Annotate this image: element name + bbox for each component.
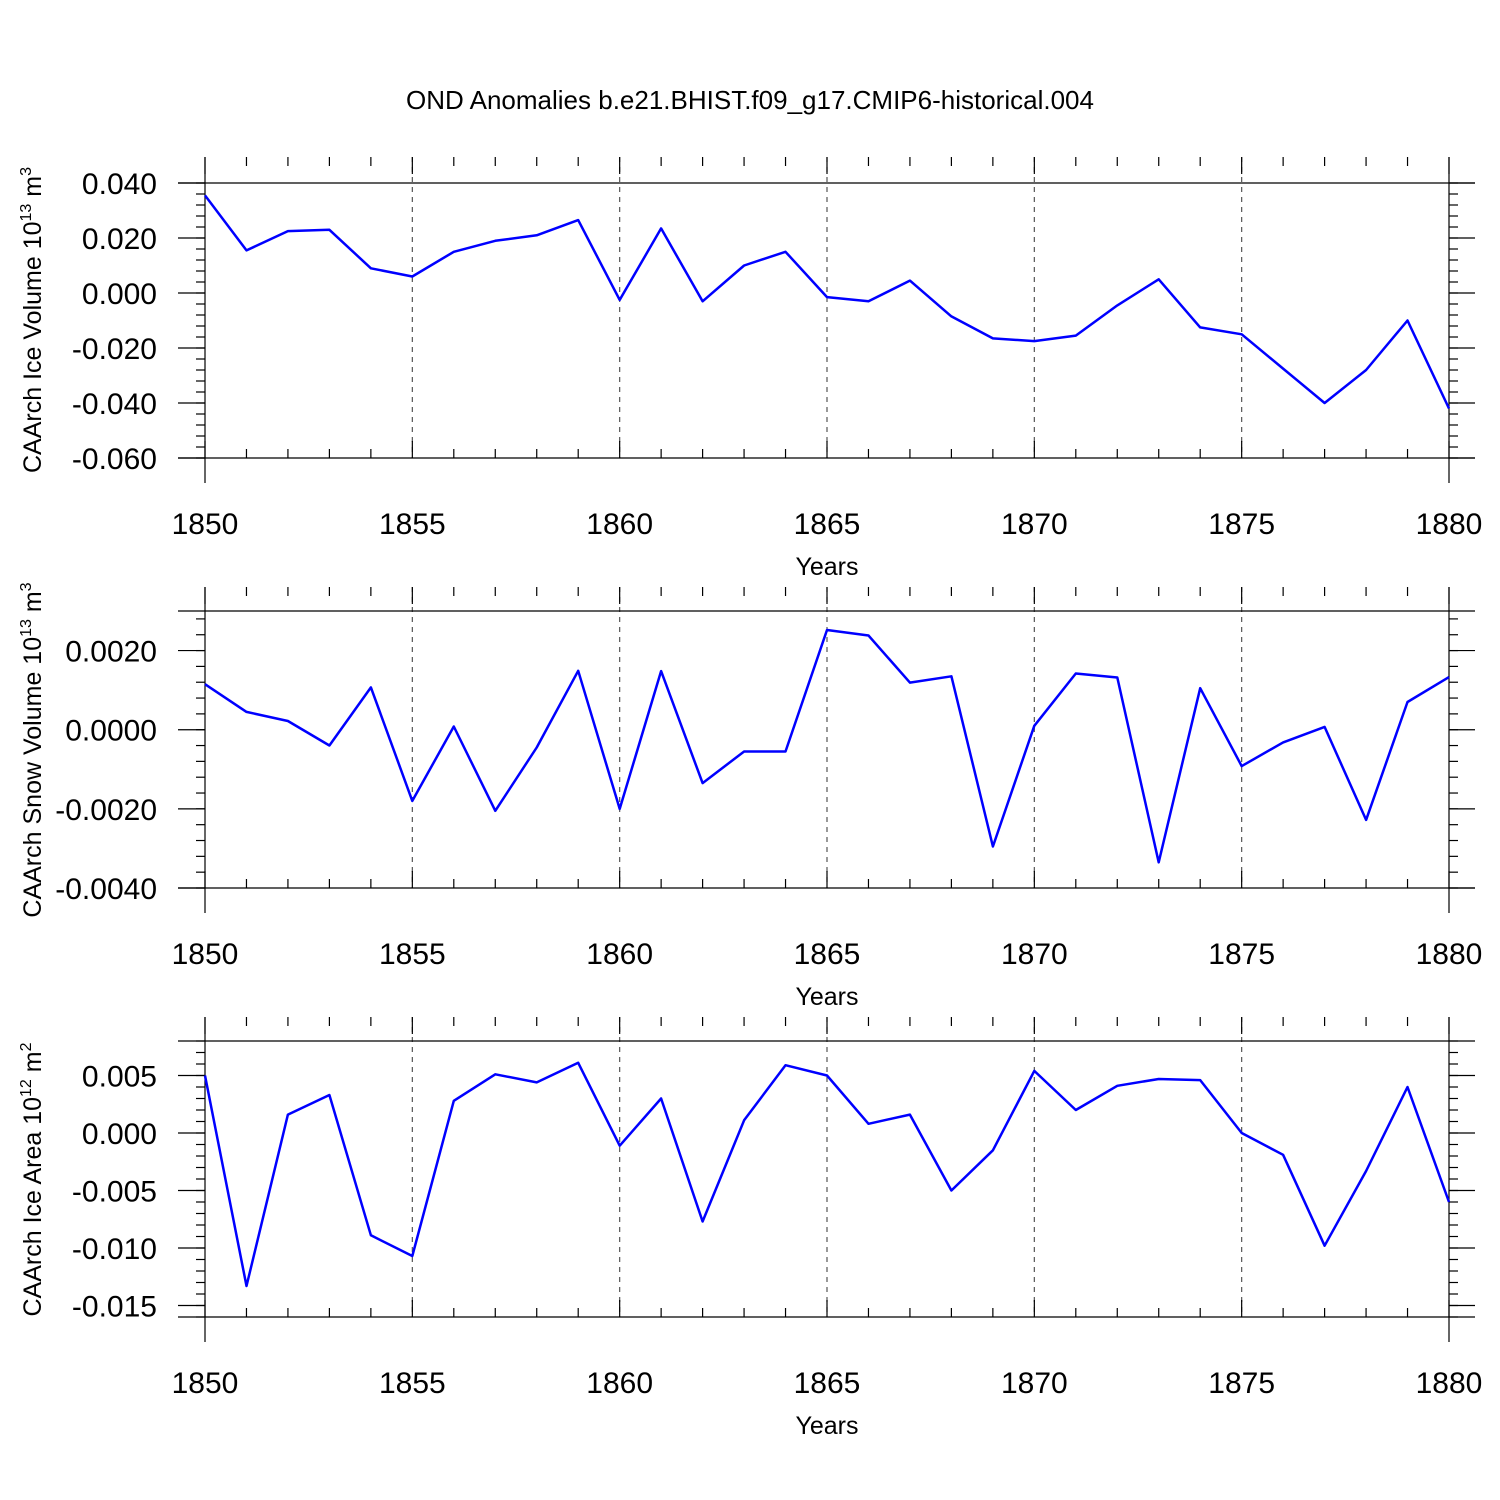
x-tick-label: 1880	[1416, 938, 1483, 971]
x-tick-label: 1865	[794, 1367, 861, 1400]
chart-title: OND Anomalies b.e21.BHIST.f09_g17.CMIP6-…	[406, 85, 1094, 115]
x-tick-label: 1850	[172, 938, 239, 971]
y-axis-title: CAArch Ice Area 1012 m2	[18, 1042, 47, 1316]
y-axis-title: CAArch Ice Volume 1013 m3	[18, 167, 47, 473]
y-tick-label: 0.040	[82, 168, 157, 201]
x-tick-label: 1870	[1001, 938, 1068, 971]
x-tick-label: 1875	[1208, 508, 1275, 541]
panel-2: 1850 1855 1860 1865 1870 1875 1880 Years 0.0020 0…	[18, 582, 1482, 1011]
x-tick-label: 1860	[586, 508, 653, 541]
y-tick-label: -0.040	[72, 388, 157, 421]
x-axis-title: Years	[795, 553, 858, 581]
y-tick-label: -0.015	[72, 1291, 157, 1324]
x-tick-label: 1870	[1001, 508, 1068, 541]
panel-3: 1850 1855 1860 1865 1870 1875 1880 Years 0.005 0.…	[18, 1017, 1482, 1440]
y-tick-label: 0.0020	[65, 636, 157, 669]
x-tick-label: 1875	[1208, 1367, 1275, 1400]
x-tick-label: 1855	[379, 1367, 446, 1400]
series-line	[203, 1061, 1451, 1288]
x-tick-label: 1865	[794, 508, 861, 541]
y-tick-label: -0.005	[72, 1176, 157, 1209]
y-tick-label: 0.005	[82, 1061, 157, 1094]
x-tick-label: 1880	[1416, 1367, 1483, 1400]
panels: 1850 1855 1860 1865 1870 1875 1880 Years 0.040 0.…	[18, 157, 1482, 1440]
x-tick-label: 1850	[172, 1367, 239, 1400]
x-tick-label: 1875	[1208, 938, 1275, 971]
y-tick-label: 0.0000	[65, 715, 157, 748]
x-axis-title: Years	[795, 1412, 858, 1440]
x-tick-label: 1880	[1416, 508, 1483, 541]
x-tick-label: 1855	[379, 938, 446, 971]
x-tick-label: 1865	[794, 938, 861, 971]
y-tick-label: 0.020	[82, 223, 157, 256]
y-tick-label: -0.020	[72, 333, 157, 366]
x-axis-title: Years	[795, 983, 858, 1011]
y-tick-label: -0.0020	[55, 794, 157, 827]
x-tick-label: 1870	[1001, 1367, 1068, 1400]
y-tick-label: 0.000	[82, 278, 157, 311]
y-tick-label: -0.010	[72, 1233, 157, 1266]
series-line	[204, 194, 1451, 410]
x-tick-label: 1850	[172, 508, 239, 541]
y-tick-label: -0.0040	[55, 873, 157, 906]
y-tick-label: 0.000	[82, 1118, 157, 1151]
x-tick-label: 1860	[586, 938, 653, 971]
panel-1: 1850 1855 1860 1865 1870 1875 1880 Years 0.040 0.…	[18, 157, 1482, 581]
series-line	[204, 628, 1450, 864]
x-tick-label: 1860	[586, 1367, 653, 1400]
x-tick-label: 1855	[379, 508, 446, 541]
y-axis-title: CAArch Snow Volume 1013 m3	[18, 582, 47, 917]
y-tick-label: -0.060	[72, 443, 157, 476]
